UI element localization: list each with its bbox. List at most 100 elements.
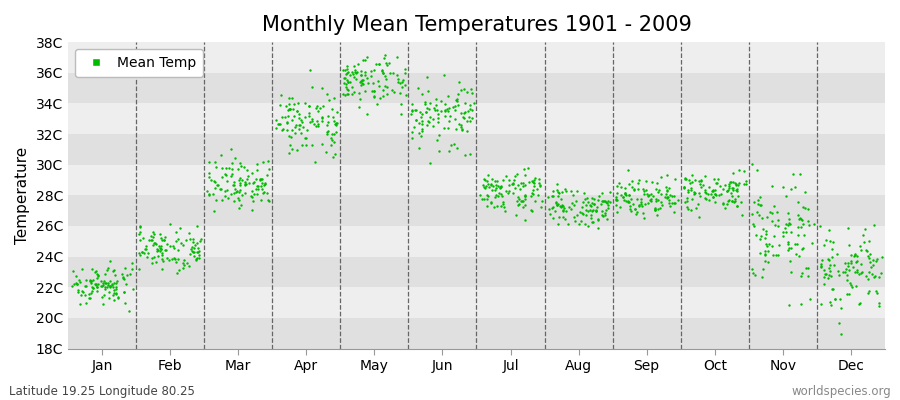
Point <box>253 176 267 182</box>
Point <box>801 206 815 212</box>
Point <box>501 182 516 188</box>
Point <box>223 146 238 153</box>
Point <box>608 197 623 204</box>
Point <box>354 72 368 78</box>
Point <box>634 201 648 208</box>
Point <box>518 181 533 188</box>
Point <box>218 171 232 177</box>
Point <box>637 191 652 198</box>
Point <box>203 177 218 184</box>
Point <box>91 272 105 279</box>
Point <box>441 148 455 154</box>
Point <box>791 216 806 222</box>
Point <box>502 176 517 183</box>
Point <box>367 94 382 100</box>
Point <box>739 181 753 188</box>
Point <box>621 167 635 174</box>
Point <box>349 70 364 76</box>
Point <box>649 212 663 218</box>
Point <box>598 199 613 205</box>
Point <box>302 110 316 116</box>
Point <box>580 208 595 214</box>
Point <box>579 207 593 214</box>
Point <box>220 194 235 201</box>
Point <box>725 198 740 204</box>
Point <box>753 232 768 239</box>
Point <box>762 209 777 215</box>
Point <box>670 196 685 203</box>
Point <box>392 79 407 86</box>
Point <box>727 199 742 205</box>
Point <box>69 273 84 279</box>
Point <box>531 176 545 182</box>
Point <box>557 205 572 212</box>
Point <box>492 185 507 191</box>
Point <box>599 215 614 222</box>
Point <box>555 203 570 209</box>
Point <box>720 200 734 207</box>
Point <box>438 112 453 119</box>
Point <box>710 180 724 186</box>
Point <box>107 286 122 293</box>
Point <box>418 108 433 115</box>
Point <box>684 207 698 213</box>
Point <box>302 102 317 109</box>
Point <box>315 114 329 121</box>
Point <box>482 184 496 190</box>
Point <box>819 271 833 277</box>
Point <box>255 180 269 186</box>
Point <box>506 180 520 186</box>
Point <box>595 198 609 204</box>
Point <box>90 271 104 278</box>
Point <box>320 119 335 126</box>
Point <box>550 202 564 208</box>
Point <box>250 190 265 197</box>
Point <box>558 216 572 222</box>
Point <box>415 90 429 97</box>
Point <box>94 294 109 300</box>
Point <box>154 246 168 252</box>
Point <box>556 208 571 214</box>
Point <box>726 178 741 185</box>
Point <box>494 184 508 190</box>
Point <box>682 177 697 184</box>
Point <box>168 258 183 265</box>
Point <box>423 100 437 106</box>
Point <box>90 284 104 290</box>
Point <box>132 250 147 256</box>
Point <box>377 72 392 79</box>
Point <box>783 258 797 265</box>
Point <box>327 118 341 124</box>
Point <box>660 194 674 201</box>
Point <box>619 192 634 199</box>
Title: Monthly Mean Temperatures 1901 - 2009: Monthly Mean Temperatures 1901 - 2009 <box>262 15 691 35</box>
Point <box>224 190 238 197</box>
Point <box>800 217 814 224</box>
Point <box>475 196 490 202</box>
Point <box>257 180 272 187</box>
Point <box>716 185 730 192</box>
Point <box>262 198 276 204</box>
Point <box>550 187 564 193</box>
Point <box>173 224 187 231</box>
Point <box>454 126 469 133</box>
Point <box>147 254 161 260</box>
Point <box>516 182 530 189</box>
Point <box>315 114 329 120</box>
Point <box>867 273 881 280</box>
Point <box>600 205 615 211</box>
Point <box>628 211 643 218</box>
Point <box>558 186 572 192</box>
Point <box>842 262 856 269</box>
Point <box>550 221 564 228</box>
Point <box>347 88 362 95</box>
Point <box>654 174 669 180</box>
Point <box>730 186 744 193</box>
Point <box>356 81 371 87</box>
Point <box>788 184 803 190</box>
Point <box>209 197 223 204</box>
Point <box>581 198 596 205</box>
Point <box>648 204 662 211</box>
Point <box>685 172 699 178</box>
Point <box>391 76 405 83</box>
